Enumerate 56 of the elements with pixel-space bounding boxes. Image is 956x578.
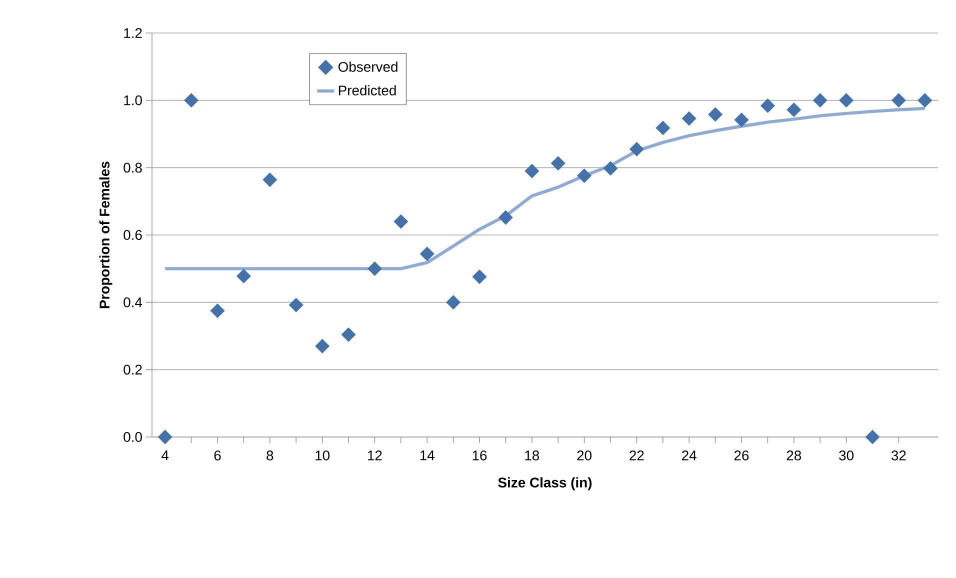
x-tick-label: 22 (630, 450, 644, 460)
point (210, 303, 225, 318)
point (656, 120, 670, 136)
legend-label: Observed (338, 62, 398, 72)
y-tick-label: 0.8 (124, 162, 142, 173)
point (524, 164, 540, 178)
x-tick-label: 26 (734, 450, 749, 460)
point (262, 172, 278, 188)
point (420, 246, 434, 262)
x-tick-label: 6 (214, 450, 221, 460)
x-tick-label: 18 (525, 450, 540, 460)
x-tick-label: 20 (577, 450, 592, 460)
point (839, 93, 854, 108)
point (760, 98, 775, 113)
y-tick-label: 1.0 (124, 95, 142, 106)
point (341, 327, 356, 342)
point (446, 295, 461, 310)
y-tick-label: 0.6 (124, 230, 142, 240)
y-tick-label: 1.2 (124, 28, 142, 38)
point (918, 93, 932, 108)
x-tick-label: 4 (162, 450, 169, 460)
x-tick-label: 28 (786, 450, 802, 460)
point (682, 111, 696, 126)
x-tick-label: 12 (368, 450, 382, 460)
x-tick-label: 10 (316, 450, 330, 460)
point (812, 93, 828, 108)
point (786, 102, 802, 118)
point (367, 261, 382, 276)
point (184, 93, 199, 108)
point (708, 107, 723, 122)
legend-label: Predicted (338, 85, 396, 96)
point (288, 298, 304, 312)
y-tick-label: 0.4 (124, 297, 142, 308)
x-tick-label: 30 (839, 450, 854, 460)
x-tick-label: 24 (682, 450, 696, 460)
point (472, 269, 487, 284)
point (865, 430, 880, 444)
x-tick-label: 16 (472, 450, 487, 460)
point (158, 430, 172, 444)
y-tick-label: 0.2 (124, 364, 142, 375)
point (550, 156, 566, 171)
point (236, 268, 251, 284)
point (629, 142, 644, 156)
point (498, 210, 513, 225)
y-tick-label: 0.0 (124, 432, 142, 442)
point (603, 161, 618, 176)
x-tick-label: 8 (266, 450, 274, 460)
x-tick-label: 32 (891, 450, 906, 460)
point (394, 214, 408, 229)
point (577, 168, 592, 184)
point (734, 112, 749, 128)
point (891, 93, 906, 108)
point (315, 338, 330, 354)
y-axis-title: Proportion of Females (99, 162, 112, 308)
x-axis-title: Size Class (in) (498, 477, 592, 490)
x-tick-label: 14 (420, 450, 434, 460)
